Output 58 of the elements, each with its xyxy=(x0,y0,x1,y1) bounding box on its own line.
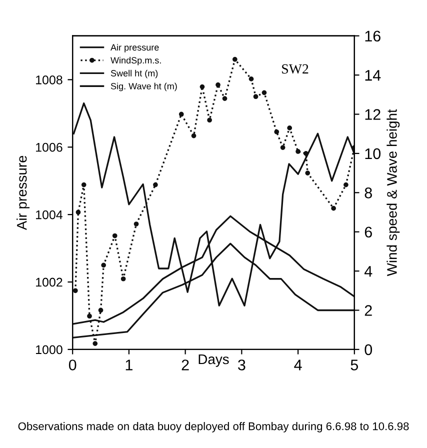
legend-label: Air pressure xyxy=(110,44,159,52)
point xyxy=(72,288,78,294)
legend-label: WindSp.m.s. xyxy=(110,56,161,66)
point xyxy=(305,170,310,176)
y2-tick-label: 6 xyxy=(364,226,372,238)
y2-axis-title: Wind speed & Wave height xyxy=(386,109,400,276)
point xyxy=(344,182,348,188)
point xyxy=(280,145,286,150)
y-tick-label: 1000 xyxy=(36,345,62,354)
y2-tick-label: 4 xyxy=(364,266,372,277)
y-tick-label: 1004 xyxy=(36,210,63,220)
point xyxy=(101,262,106,268)
point xyxy=(253,94,258,100)
y-tick-label: 1002 xyxy=(36,278,62,287)
y2-tick-label: 12 xyxy=(365,109,380,120)
point xyxy=(112,233,118,238)
point xyxy=(296,149,300,154)
legend-label: Sig. Wave ht (m) xyxy=(110,82,177,92)
x-tick-label: 4 xyxy=(294,360,302,370)
point xyxy=(222,96,228,101)
y2-tick-label: 8 xyxy=(364,188,372,198)
point xyxy=(304,151,308,156)
y2-tick-label: 14 xyxy=(365,70,381,81)
point xyxy=(191,133,196,138)
x-tick-label: 3 xyxy=(238,360,246,370)
point xyxy=(232,56,238,62)
point xyxy=(134,222,139,226)
point xyxy=(92,341,98,346)
point xyxy=(274,129,280,134)
x-tick-label: 1 xyxy=(126,360,132,370)
point xyxy=(81,182,86,188)
text: Observations made on data buoy deployed off Bombay during 6.6.98 to 10.6.98 xyxy=(18,422,409,432)
legend-label: Swell ht (m) xyxy=(110,70,158,78)
y2-tick-label: 10 xyxy=(365,148,381,160)
annotation: SW2 xyxy=(282,64,308,74)
point xyxy=(76,210,81,215)
y2-tick-label: 16 xyxy=(365,30,380,42)
point xyxy=(331,206,336,211)
y-tick-label: 1006 xyxy=(36,142,62,152)
x-tick-label: 5 xyxy=(350,360,358,370)
x-tick-label: 2 xyxy=(182,360,189,370)
point xyxy=(262,90,267,96)
point xyxy=(216,82,220,88)
x-tick-label: 0 xyxy=(68,360,76,370)
y2-tick-label: 2 xyxy=(364,305,372,316)
point xyxy=(200,84,205,90)
y2-tick-label: 0 xyxy=(364,344,372,356)
point xyxy=(120,276,126,282)
y-axis-title: Air pressure xyxy=(16,156,30,230)
point xyxy=(87,314,92,319)
point xyxy=(178,112,184,117)
point xyxy=(98,308,104,313)
y-tick-label: 1008 xyxy=(36,75,62,84)
point xyxy=(248,76,254,82)
point xyxy=(287,126,292,130)
x-axis-title: Days xyxy=(198,354,229,367)
point xyxy=(207,118,212,123)
point xyxy=(153,182,158,188)
